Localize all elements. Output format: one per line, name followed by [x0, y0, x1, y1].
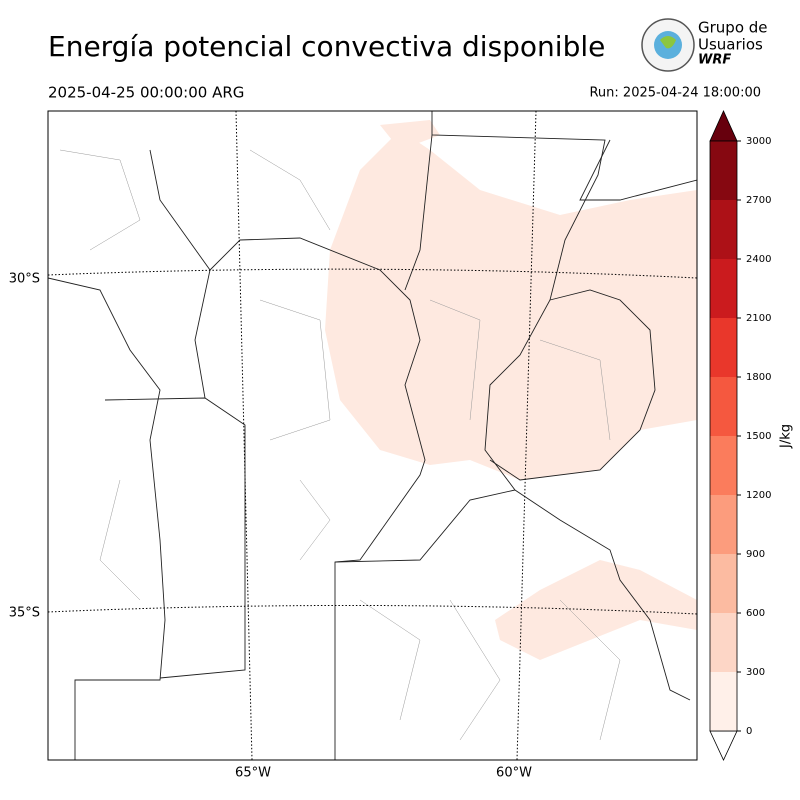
logo-text: Usuarios	[698, 36, 763, 54]
lat-label: 30°S	[9, 272, 40, 287]
colorbar-bin	[710, 436, 737, 495]
province-border	[209, 237, 426, 760]
department-border	[59, 149, 621, 741]
colorbar-bin	[710, 554, 737, 613]
lon-label: 65°W	[235, 766, 271, 781]
run-time: Run: 2025-04-24 18:00:00	[589, 86, 761, 101]
colorbar-bin	[710, 495, 737, 554]
colorbar: 0 300 600 900 1200 1500 1800 2100 2400 2700 3000	[709, 110, 771, 761]
colorbar-bin	[710, 200, 737, 259]
colorbar-tick-label: 1800	[746, 372, 771, 383]
cape-area	[495, 560, 697, 660]
graticule	[48, 268, 697, 279]
logo-text: WRF	[698, 53, 731, 68]
colorbar-tick-label: 900	[746, 549, 765, 560]
province-border	[334, 489, 516, 563]
cape-area	[380, 120, 440, 150]
colorbar-tick-label: 0	[746, 726, 752, 737]
colorbar-label: J/kg	[779, 424, 794, 449]
province-border	[149, 149, 211, 399]
colorbar-extend-under	[709, 730, 738, 761]
province-border	[104, 397, 246, 679]
province-border	[404, 134, 433, 291]
lat-label: 35°S	[9, 606, 40, 621]
title: Energía potencial convectiva disponible	[48, 30, 605, 63]
province-border	[489, 289, 656, 481]
lon-label: 60°W	[496, 766, 532, 781]
valid-time: 2025-04-25 00:00:00 ARG	[48, 84, 244, 102]
colorbar-tick-label: 2700	[746, 195, 771, 206]
colorbar-bin	[710, 613, 737, 672]
colorbar-tick-label: 300	[746, 667, 765, 678]
colorbar-tick-label: 2100	[746, 313, 771, 324]
map-frame	[47, 110, 698, 761]
province-border	[579, 139, 697, 201]
colorbar-bin	[710, 377, 737, 436]
colorbar-extend-over	[709, 110, 738, 142]
graticule	[48, 604, 697, 615]
colorbar-tick-label: 600	[746, 608, 765, 619]
province-border	[48, 277, 166, 760]
map	[48, 111, 697, 760]
colorbar-bin	[710, 318, 737, 377]
colorbar-tick-label: 1500	[746, 431, 771, 442]
colorbar-tick-label: 1200	[746, 490, 771, 501]
colorbar-tick-label: 2400	[746, 254, 771, 265]
logo-text: Grupo de	[698, 19, 768, 37]
logo-land	[660, 36, 676, 49]
logo: Grupo de Usuarios WRF	[641, 18, 768, 72]
graticule	[235, 111, 253, 760]
colorbar-tick-label: 3000	[746, 136, 771, 147]
colorbar-bin	[710, 141, 737, 200]
colorbar-bin	[710, 259, 737, 318]
colorbar-bin	[710, 672, 737, 731]
